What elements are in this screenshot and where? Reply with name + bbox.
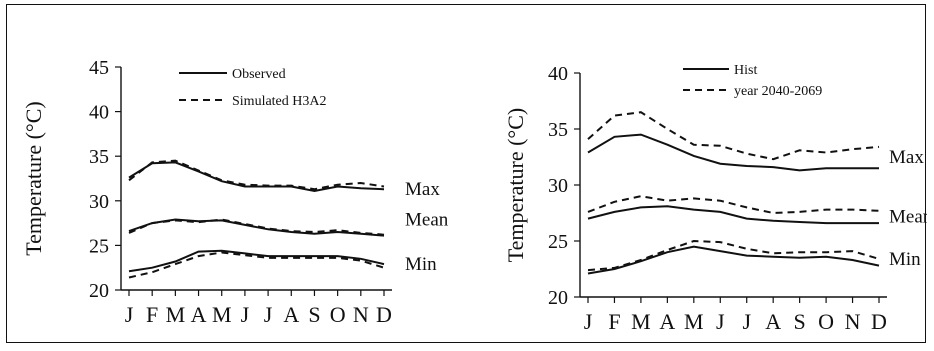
- x-tick-label: D: [871, 309, 887, 334]
- series-line-min-dashed: [587, 239, 880, 272]
- y-tick-label: 40: [548, 63, 568, 85]
- y-tick-label: 30: [89, 191, 109, 213]
- y-axis-label: Temperature (°C): [21, 101, 46, 255]
- x-tick-label: J: [241, 302, 250, 327]
- x-tick-label: A: [659, 309, 675, 334]
- x-tick-label: J: [584, 309, 593, 334]
- x-tick-label: D: [376, 302, 392, 327]
- x-tick-label: J: [264, 302, 273, 327]
- x-tick-label: N: [845, 309, 861, 334]
- x-tick-label: A: [765, 309, 781, 334]
- x-tick-label: A: [191, 302, 207, 327]
- series-line-min-dashed: [128, 251, 385, 279]
- x-tick-label: S: [308, 302, 320, 327]
- series-line-max-dashed: [587, 111, 880, 161]
- series-line-mean-solid: [128, 218, 385, 237]
- x-tick-label: M: [166, 302, 186, 327]
- series-line-min-solid: [587, 245, 880, 275]
- y-tick-label: 45: [89, 57, 109, 79]
- series-line-mean-dashed: [587, 195, 880, 215]
- series-line-max-solid: [128, 161, 385, 193]
- x-tick-label: O: [330, 302, 346, 327]
- group-label-mean: Mean: [889, 206, 927, 227]
- legend-label: year 2040-2069: [734, 84, 822, 99]
- legend: Hist year 2040-2069: [683, 63, 822, 99]
- x-tick-label: F: [608, 309, 620, 334]
- x-tick-label: M: [631, 309, 651, 334]
- legend: Observed Simulated H3A2: [179, 67, 327, 109]
- x-tick-label: S: [794, 309, 806, 334]
- x-tick-label: F: [146, 302, 158, 327]
- x-tick-label: O: [818, 309, 834, 334]
- series-line-max-solid: [587, 133, 879, 172]
- group-label-max: Max: [889, 147, 924, 168]
- series-line-min-solid: [128, 249, 385, 273]
- y-tick-label: 35: [548, 119, 568, 141]
- x-tick-label: J: [125, 302, 134, 327]
- y-tick-label: 25: [89, 235, 109, 257]
- x-tick-label: J: [742, 309, 751, 334]
- x-tick-label: A: [283, 302, 299, 327]
- group-label-min: Min: [405, 254, 437, 275]
- series-line-mean-solid: [587, 205, 879, 225]
- group-label-min: Min: [889, 249, 921, 270]
- y-tick-label: 40: [89, 102, 109, 124]
- group-label-mean: Mean: [405, 210, 449, 231]
- legend-label: Hist: [734, 63, 757, 78]
- legend-label: Simulated H3A2: [232, 94, 327, 109]
- group-label-max: Max: [405, 179, 440, 200]
- y-tick-label: 35: [89, 146, 109, 168]
- legend-label: Observed: [232, 67, 286, 82]
- y-axis-label: Temperature (°C): [503, 108, 528, 262]
- y-tick-label: 25: [548, 231, 568, 253]
- series-line-max-dashed: [128, 159, 385, 191]
- y-tick-label: 20: [548, 287, 568, 309]
- x-tick-label: N: [353, 302, 369, 327]
- y-tick-label: 20: [89, 280, 109, 302]
- figure-frame: 20 25 30 35 40 45 J F M A M J J A S O N D Temperature (°C)…: [6, 4, 927, 343]
- y-tick-label: 30: [548, 175, 568, 197]
- x-tick-label: J: [716, 309, 725, 334]
- x-tick-label: M: [684, 309, 704, 334]
- x-tick-label: M: [212, 302, 232, 327]
